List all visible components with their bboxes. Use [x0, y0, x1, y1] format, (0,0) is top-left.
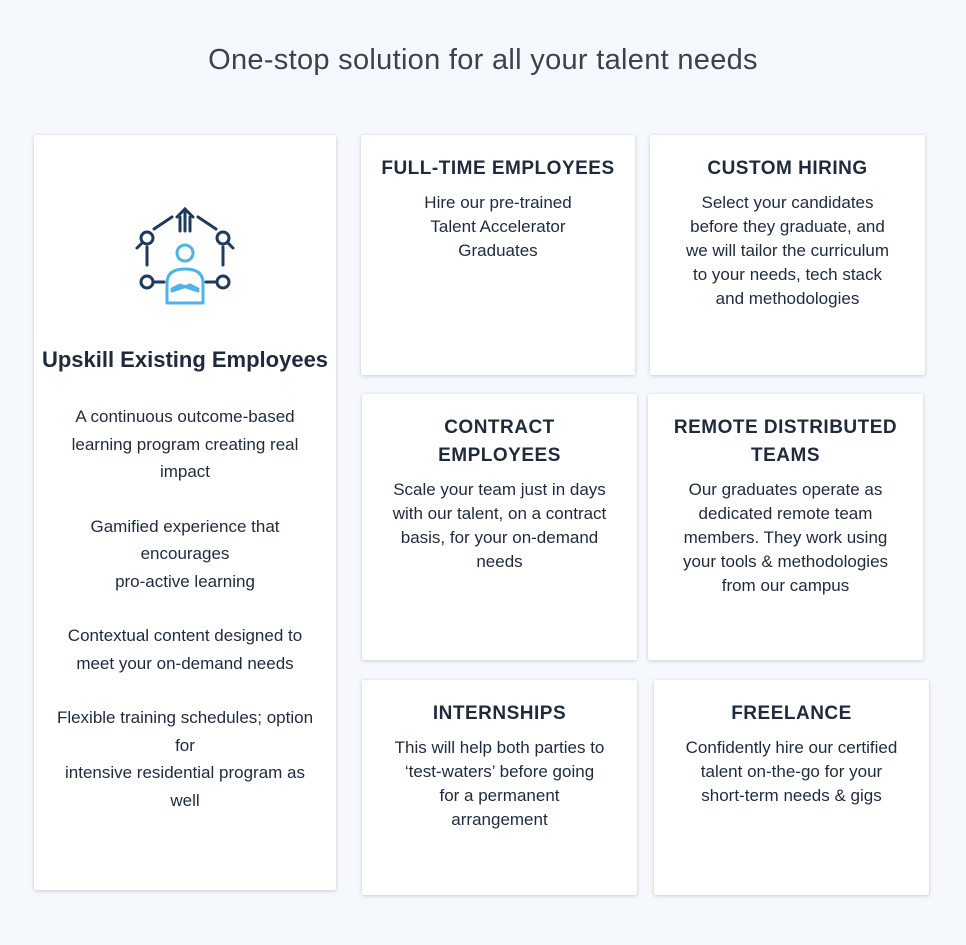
team-network-icon [34, 205, 336, 317]
page-title: One-stop solution for all your talent ne… [208, 44, 758, 76]
internships-text: This will help both parties to ‘test-wat… [394, 738, 605, 829]
remote-teams-card: REMOTE DISTRIBUTED TEAMS Our graduates o… [648, 394, 923, 660]
freelance-card: FREELANCE Confidently hire our certified… [654, 680, 929, 895]
freelance-text: Confidently hire our certified talent on… [685, 738, 898, 805]
upskill-points: A continuous outcome-based learning prog… [50, 403, 320, 841]
upskill-point: A continuous outcome-based learning prog… [71, 407, 299, 481]
freelance-title: FREELANCE [731, 703, 852, 724]
remote-teams-text: Our graduates operate as dedicated remot… [682, 480, 889, 595]
contract-card: CONTRACT EMPLOYEES Scale your team just … [362, 394, 637, 660]
full-time-card: FULL-TIME EMPLOYEES Hire our pre-trained… [361, 135, 635, 375]
contract-title: CONTRACT EMPLOYEES [438, 417, 561, 466]
custom-hiring-card: CUSTOM HIRING Select your candidates bef… [650, 135, 925, 375]
contract-text: Scale your team just in days with our ta… [392, 480, 607, 571]
upskill-point: Flexible training schedules; option for … [56, 708, 314, 810]
upskill-title: Upskill Existing Employees [41, 347, 329, 372]
upskill-point: Gamified experience that encourages pro-… [90, 516, 280, 591]
upskill-point: Contextual content designed to meet your… [67, 626, 303, 673]
internships-title: INTERNSHIPS [432, 703, 567, 724]
full-time-text: Hire our pre-trained Talent Accelerator … [424, 193, 572, 260]
upskill-card: Upskill Existing Employees A continuous … [34, 135, 336, 890]
internships-card: INTERNSHIPS This will help both parties … [362, 680, 637, 895]
remote-teams-title: REMOTE DISTRIBUTED TEAMS [673, 417, 898, 466]
custom-hiring-text: Select your candidates before they gradu… [685, 193, 890, 308]
custom-hiring-title: CUSTOM HIRING [707, 158, 868, 179]
full-time-title: FULL-TIME EMPLOYEES [381, 158, 615, 179]
